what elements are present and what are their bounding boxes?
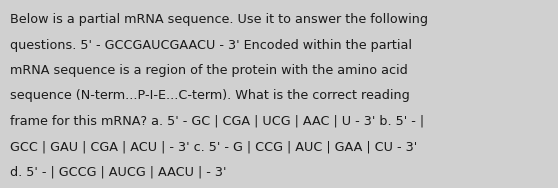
Text: frame for this mRNA? a. 5' - GC | CGA | UCG | AAC | U - 3' b. 5' - |: frame for this mRNA? a. 5' - GC | CGA | …	[10, 115, 424, 128]
Text: mRNA sequence is a region of the protein with the amino acid: mRNA sequence is a region of the protein…	[10, 64, 408, 77]
Text: questions. 5' - GCCGAUCGAACU - 3' Encoded within the partial: questions. 5' - GCCGAUCGAACU - 3' Encode…	[10, 39, 412, 52]
Text: Below is a partial mRNA sequence. Use it to answer the following: Below is a partial mRNA sequence. Use it…	[10, 13, 428, 26]
Text: GCC | GAU | CGA | ACU | - 3' c. 5' - G | CCG | AUC | GAA | CU - 3': GCC | GAU | CGA | ACU | - 3' c. 5' - G |…	[10, 140, 417, 153]
Text: d. 5' - | GCCG | AUCG | AACU | - 3': d. 5' - | GCCG | AUCG | AACU | - 3'	[10, 165, 227, 178]
Text: sequence (N-term...P-I-E...C-term). What is the correct reading: sequence (N-term...P-I-E...C-term). What…	[10, 89, 410, 102]
